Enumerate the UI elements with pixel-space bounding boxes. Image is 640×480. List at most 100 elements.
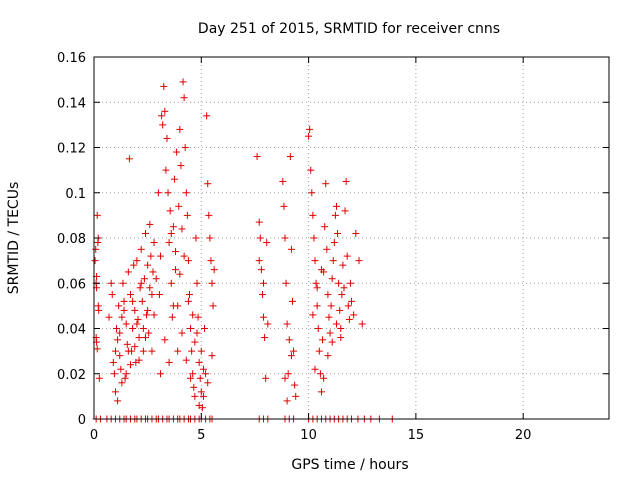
data-point [314,325,322,332]
data-point [205,211,213,219]
data-point [126,291,134,299]
data-point [180,94,188,102]
data-point [158,112,166,120]
data-point [339,261,347,269]
data-point [115,302,123,310]
chart-title: Day 251 of 2015, SRMTID for receiver cnn… [198,21,500,37]
data-point [95,374,103,382]
data-point [355,257,363,265]
data-point [185,291,193,299]
data-point [142,229,149,237]
data-point [133,257,141,265]
data-point [332,320,340,328]
data-point [189,370,197,378]
data-point [206,234,214,242]
data-point [283,397,291,405]
data-point [142,334,149,342]
data-point [191,338,199,346]
data-point [322,180,330,188]
data-point [327,302,335,310]
data-point [352,229,360,237]
data-point [108,291,116,299]
data-point [341,207,349,215]
data-point [175,202,183,210]
x-tick-label: 5 [197,428,205,443]
data-point [107,279,115,287]
data-point [281,234,289,242]
data-point [253,153,261,161]
data-point [184,257,192,265]
data-point [120,297,128,305]
data-point [131,343,139,351]
data-point [331,211,339,219]
y-tick-label: 0.14 [57,96,86,111]
data-point [195,358,203,366]
data-point [134,315,142,323]
y-tick-label: 0.06 [57,277,86,292]
data-point [187,325,195,332]
data-point [144,306,152,314]
data-point [160,82,168,90]
data-point [166,207,174,215]
data-point [197,347,205,355]
data-point [122,370,130,378]
data-point [113,325,121,332]
data-point [309,311,317,319]
data-point [124,347,132,355]
data-point [305,132,313,140]
x-tick-label: 0 [90,428,98,443]
data-point [167,279,175,287]
data-point [126,361,134,369]
data-point [150,239,158,247]
data-point [91,257,99,265]
data-point [257,266,265,274]
data-point [190,383,198,391]
data-point [279,177,287,185]
data-point [122,320,130,328]
data-point [326,329,334,337]
data-point [307,166,315,174]
data-point [144,261,152,269]
data-point [203,112,211,120]
y-tick-label: 0.12 [57,142,86,157]
y-tick-label: 0.02 [57,368,86,383]
data-point [263,239,271,247]
data-point [260,313,268,321]
data-point [210,266,218,274]
data-point [118,379,126,387]
y-tick-label: 0.16 [57,51,86,66]
data-point [178,329,186,337]
data-point [117,365,125,373]
data-point [114,336,122,344]
data-point [337,325,345,332]
data-point [330,239,338,247]
data-point [139,325,147,332]
data-point [183,211,191,219]
data-point [139,347,147,355]
data-point [208,352,216,360]
data-point [288,297,296,305]
data-point [116,329,124,337]
data-point [95,306,103,314]
x-axis-ticks: 0 5 10 15 20 [90,57,531,443]
y-tick-label: 0.04 [57,323,86,338]
data-point [306,125,314,133]
data-point [188,347,196,355]
data-point [282,279,290,287]
data-point [180,252,188,260]
data-point [345,315,353,323]
data-point [138,297,146,305]
data-point [148,347,156,355]
data-point [105,313,113,321]
data-point [258,291,266,299]
data-point [137,279,145,287]
data-point [320,374,328,382]
data-point [261,334,269,342]
data-point [337,334,345,342]
data-point [168,313,176,321]
data-point [256,234,264,242]
data-point [178,225,186,233]
data-point [116,352,124,360]
data-point [195,401,203,409]
